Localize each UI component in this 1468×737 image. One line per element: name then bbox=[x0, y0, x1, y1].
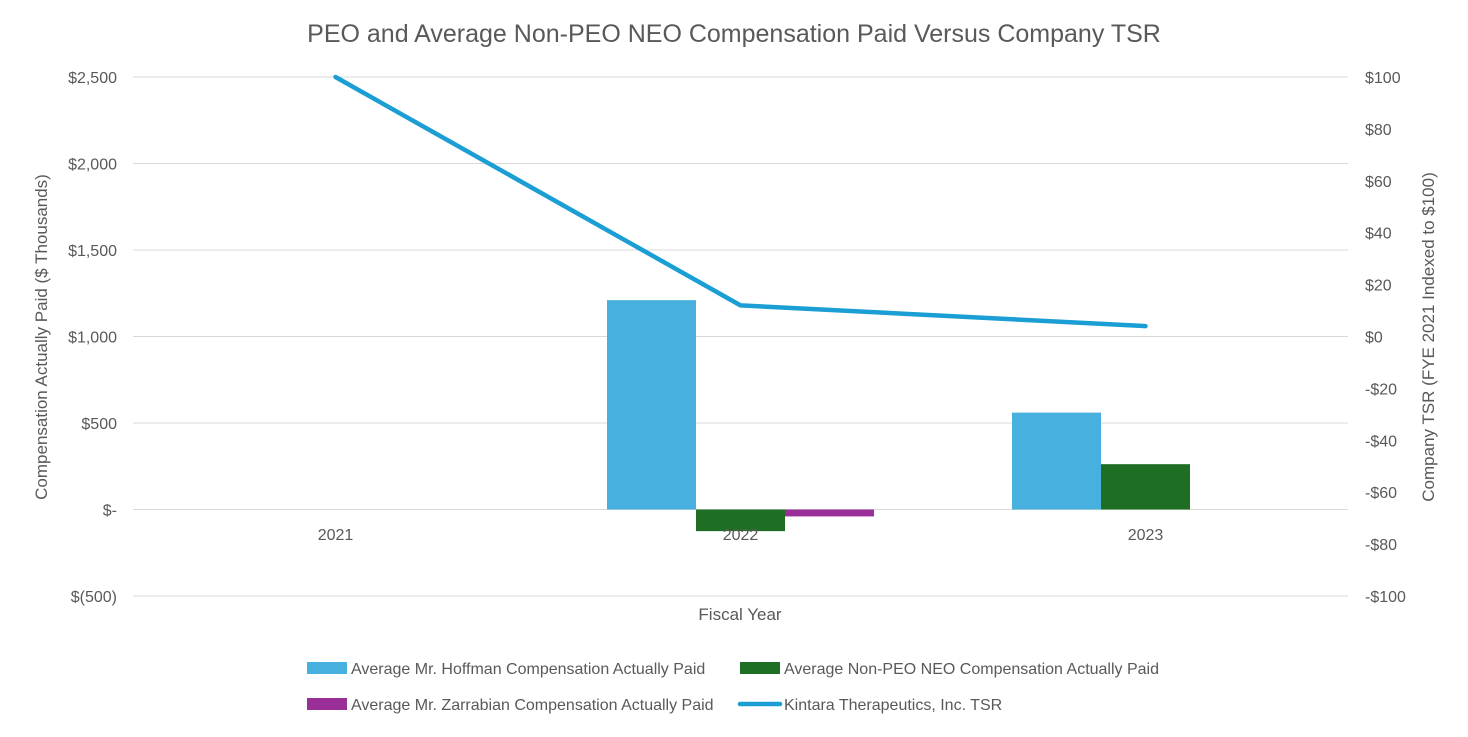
bar-2022 bbox=[696, 509, 785, 532]
y2-tick-label: -$100 bbox=[1365, 589, 1406, 606]
y-tick-label: $1,500 bbox=[68, 243, 117, 260]
x-tick-label: 2023 bbox=[1128, 527, 1164, 544]
y2-tick-label: $0 bbox=[1365, 330, 1383, 347]
y-axis-title: Compensation Actually Paid ($ Thousands) bbox=[32, 174, 51, 500]
y-tick-label: $2,500 bbox=[68, 70, 117, 87]
y-tick-label: $2,000 bbox=[68, 157, 117, 174]
x-tick-label: 2022 bbox=[723, 527, 759, 544]
legend-swatch bbox=[307, 662, 347, 674]
y2-tick-label: $20 bbox=[1365, 278, 1392, 295]
y2-tick-label: -$40 bbox=[1365, 433, 1397, 450]
x-tick-label: 2021 bbox=[318, 527, 354, 544]
x-axis-title: Fiscal Year bbox=[698, 605, 781, 624]
legend-swatch bbox=[740, 662, 780, 674]
y2-tick-label: $60 bbox=[1365, 174, 1392, 191]
y-tick-label: $500 bbox=[81, 416, 117, 433]
tsr-line-layer bbox=[333, 74, 1148, 329]
y2-axis-title: Company TSR (FYE 2021 Indexed to $100) bbox=[1419, 172, 1438, 501]
legend-label: Average Mr. Zarrabian Compensation Actua… bbox=[351, 697, 714, 714]
legend-swatch bbox=[307, 698, 347, 710]
tsr-line bbox=[333, 74, 1148, 329]
bars bbox=[607, 300, 1190, 532]
chart-title: PEO and Average Non-PEO NEO Compensation… bbox=[307, 20, 1161, 48]
legend: Average Mr. Hoffman Compensation Actuall… bbox=[307, 661, 1159, 714]
y2-tick-label: -$60 bbox=[1365, 485, 1397, 502]
y2-tick-label: $100 bbox=[1365, 70, 1401, 87]
bar-2022 bbox=[607, 300, 696, 510]
legend-label: Average Mr. Hoffman Compensation Actuall… bbox=[351, 661, 705, 678]
bar-2022 bbox=[785, 509, 874, 517]
y2-tick-label: -$80 bbox=[1365, 537, 1397, 554]
y2-tick-label: $40 bbox=[1365, 226, 1392, 243]
bar-2023 bbox=[1012, 412, 1101, 510]
y-tick-label: $1,000 bbox=[68, 330, 117, 347]
y2-tick-label: $80 bbox=[1365, 122, 1392, 139]
y-tick-label: $- bbox=[103, 503, 117, 520]
y2-tick-label: -$20 bbox=[1365, 381, 1397, 398]
bar-2023 bbox=[1101, 464, 1190, 510]
axes: $2,500 $2,000 $1,500 $1,000 $500 $- $(500) $100… bbox=[68, 70, 1406, 606]
y-tick-label: $(500) bbox=[71, 589, 117, 606]
legend-label: Average Non-PEO NEO Compensation Actuall… bbox=[784, 661, 1159, 678]
legend-label: Kintara Therapeutics, Inc. TSR bbox=[784, 697, 1002, 714]
